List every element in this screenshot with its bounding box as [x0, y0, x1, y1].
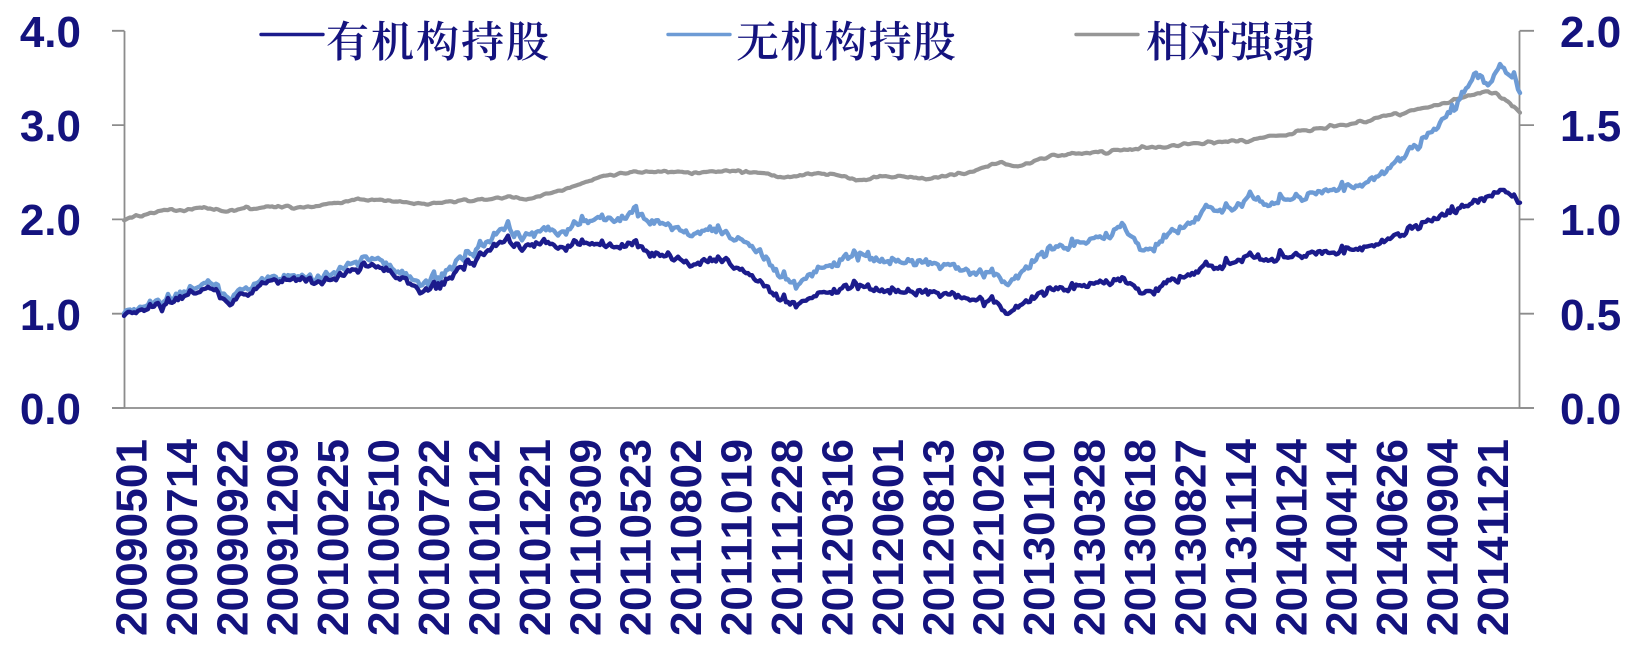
svg-text:20120601: 20120601 [864, 439, 913, 636]
svg-text:20100510: 20100510 [360, 439, 409, 636]
svg-text:1.0: 1.0 [20, 291, 81, 340]
svg-text:20121029: 20121029 [965, 439, 1014, 636]
svg-text:20090922: 20090922 [208, 439, 257, 636]
svg-text:1.5: 1.5 [1560, 102, 1621, 151]
svg-text:20100722: 20100722 [410, 439, 459, 636]
svg-text:20091209: 20091209 [259, 439, 308, 636]
svg-text:0.5: 0.5 [1560, 291, 1621, 340]
svg-text:20101012: 20101012 [460, 439, 509, 636]
svg-text:20110309: 20110309 [561, 439, 610, 636]
svg-text:20090501: 20090501 [107, 439, 156, 636]
svg-text:20130328: 20130328 [1066, 439, 1115, 636]
svg-text:20101221: 20101221 [511, 439, 560, 636]
svg-text:4.0: 4.0 [20, 8, 81, 57]
svg-text:20111228: 20111228 [763, 439, 812, 636]
svg-text:20090714: 20090714 [158, 438, 207, 636]
svg-text:20111019: 20111019 [713, 439, 762, 636]
svg-text:20131114: 20131114 [1217, 438, 1266, 636]
svg-text:20140414: 20140414 [1318, 438, 1367, 636]
svg-text:0.0: 0.0 [1560, 385, 1621, 434]
svg-text:1.0: 1.0 [1560, 196, 1621, 245]
svg-text:20130110: 20130110 [1015, 439, 1064, 636]
svg-text:20141121: 20141121 [1469, 439, 1518, 636]
svg-text:20140124: 20140124 [1267, 438, 1316, 636]
svg-text:20110523: 20110523 [612, 439, 661, 636]
svg-text:20140904: 20140904 [1419, 438, 1468, 636]
svg-text:20120813: 20120813 [914, 439, 963, 636]
svg-text:20110802: 20110802 [662, 439, 711, 636]
svg-text:3.0: 3.0 [20, 102, 81, 151]
svg-text:2.0: 2.0 [20, 196, 81, 245]
svg-text:20100225: 20100225 [309, 439, 358, 636]
svg-text:20120316: 20120316 [813, 439, 862, 636]
svg-text:2.0: 2.0 [1560, 8, 1621, 57]
svg-text:0.0: 0.0 [20, 385, 81, 434]
svg-text:20130827: 20130827 [1166, 439, 1215, 636]
svg-text:20130618: 20130618 [1116, 439, 1165, 636]
svg-text:20140626: 20140626 [1368, 439, 1417, 636]
